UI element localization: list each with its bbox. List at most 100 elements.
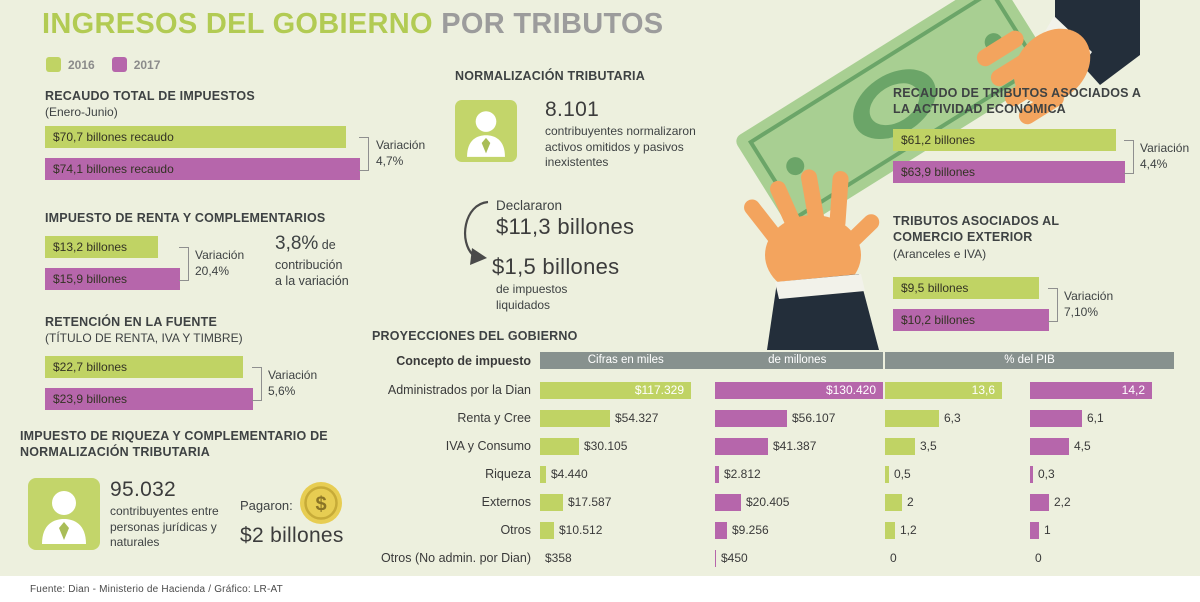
- value-label: $54.327: [615, 410, 659, 425]
- value-label: 1: [1044, 522, 1051, 537]
- row-label: Renta y Cree: [457, 411, 531, 425]
- page-title-green: INGRESOS DEL GOBIERNO: [42, 8, 433, 40]
- bar-2017: $15,9 billones: [45, 268, 180, 290]
- value-cell: 0,3: [1030, 465, 1174, 483]
- bar-2016: $13,2 billones: [45, 236, 158, 258]
- variation-label: Variación: [376, 138, 426, 152]
- row-label: Administrados por la Dian: [387, 383, 531, 397]
- row-label: Riqueza: [485, 467, 531, 481]
- normalizacion-description: contribuyentes normalizaron activos omit…: [545, 124, 696, 170]
- table-row: Externos $17.587 $20.405 2 2,2: [372, 488, 1176, 516]
- value-cell: $9.256: [715, 521, 883, 539]
- section-subtitle: (Aranceles e IVA): [893, 247, 987, 261]
- liquidados-value: $1,5 billones: [492, 254, 620, 279]
- value-bar: [1030, 465, 1033, 483]
- value-bar: [715, 465, 719, 483]
- legend-2016-label: 2016: [68, 57, 95, 72]
- value-label: 0,3: [1038, 466, 1055, 481]
- money-hands-illustration: [736, 0, 1140, 350]
- variation-note: Variación 4,4%: [1140, 141, 1189, 172]
- declararon-label: Declararon: [496, 198, 563, 213]
- variation-label: Variación: [1140, 141, 1190, 155]
- variation-value: 5,6%: [268, 383, 296, 398]
- section-title: RECAUDO DE TRIBUTOS ASOCIADOS A LA ACTIV…: [893, 86, 1141, 116]
- section-impuesto-riqueza: IMPUESTO DE RIQUEZA Y COMPLEMENTARIO DE …: [20, 428, 380, 573]
- legend: 2016 2017: [46, 57, 170, 72]
- value-label: 13,6: [971, 382, 995, 397]
- pagaron-value: $2 billones: [240, 524, 344, 547]
- taxpayer-count: 95.032: [110, 478, 177, 501]
- value-label: $20.405: [746, 494, 790, 509]
- variation-note: Variación 5,6%: [268, 368, 317, 399]
- chart-actividad-economica: RECAUDO DE TRIBUTOS ASOCIADOS A LA ACTIV…: [893, 85, 1200, 200]
- value-bar: [885, 493, 902, 511]
- variation-note: Variación 4,7%: [376, 138, 425, 169]
- value-cell: $30.105: [540, 437, 712, 455]
- value-cell: 4,5: [1030, 437, 1174, 455]
- variation-label: Variación: [268, 368, 318, 382]
- bar-2017: $10,2 billones: [893, 309, 1049, 331]
- variation-bracket: [1124, 140, 1134, 174]
- taxpayer-description: contribuyentes entre personas jurídicas …: [110, 504, 219, 550]
- row-label: Otros (No admin. por Dian): [380, 551, 531, 565]
- value-bar: [715, 549, 716, 567]
- value-cell: 3,5: [885, 437, 1029, 455]
- legend-2017-swatch: [111, 57, 127, 72]
- value-cell: 1: [1030, 521, 1174, 539]
- value-label: $450: [721, 550, 748, 565]
- curved-arrow-icon: [452, 196, 496, 279]
- value-label: $130.420: [825, 382, 876, 397]
- variation-value: 4,4%: [1140, 156, 1168, 171]
- value-cell: $2.812: [715, 465, 883, 483]
- value-cell: $20.405: [715, 493, 883, 511]
- taxpayer-person-icon: [28, 478, 100, 555]
- row-label: Externos: [481, 495, 531, 509]
- variation-label: Variación: [195, 248, 245, 262]
- value-cell: $41.387: [715, 437, 883, 455]
- variation-note: Variación 20,4%: [195, 248, 244, 279]
- value-bar: [1030, 437, 1069, 455]
- section-normalizacion: NORMALIZACIÓN TRIBUTARIA 8.101 contribuy…: [455, 68, 715, 318]
- value-cell: 0: [885, 550, 1029, 567]
- value-bar: [1030, 521, 1039, 539]
- cifras-header-part1: Cifras en miles: [587, 354, 664, 366]
- value-bar: [885, 521, 895, 539]
- legend-2017-label: 2017: [133, 57, 161, 72]
- section-title: IMPUESTO DE RENTA Y COMPLEMENTARIOS: [45, 211, 326, 225]
- pib-group-header: % del PIB: [885, 352, 1174, 369]
- page-title-gray: POR TRIBUTOS: [441, 8, 664, 40]
- value-bar: [715, 409, 787, 427]
- contribution-value: 3,8%: [275, 233, 319, 254]
- value-cell: $17.587: [540, 493, 712, 511]
- value-cell: $10.512: [540, 521, 712, 539]
- value-label: $4.440: [551, 466, 588, 481]
- value-cell: 14,2: [1030, 381, 1174, 399]
- value-label: 1,2: [900, 522, 917, 537]
- variation-note: Variación 7,10%: [1064, 289, 1113, 320]
- value-cell: $4.440: [540, 465, 712, 483]
- page-title: INGRESOS DEL GOBIERNO POR TRIBUTOS: [42, 8, 663, 41]
- legend-2016-swatch: [46, 57, 61, 72]
- value-cell: $450: [715, 549, 883, 567]
- row-label: Otros: [500, 523, 531, 537]
- value-label: $2.812: [724, 466, 761, 481]
- table-row: Renta y Cree $54.327 $56.107 6,3 6,1: [372, 404, 1176, 432]
- variation-label: Variación: [1064, 289, 1114, 303]
- chart-impuesto-renta: IMPUESTO DE RENTA Y COMPLEMENTARIOS $13,…: [45, 210, 445, 305]
- concept-header: Concepto de impuesto: [396, 353, 531, 368]
- value-cell: 0,5: [885, 465, 1029, 483]
- value-cell: $117.329: [540, 381, 712, 399]
- value-label: $10.512: [559, 522, 603, 537]
- value-bar: [885, 437, 915, 455]
- value-bar: [715, 521, 727, 539]
- value-label: $30.105: [584, 438, 628, 453]
- value-bar: [540, 465, 546, 483]
- value-bar: [885, 409, 939, 427]
- source-credit: Fuente: Dian - Ministerio de Hacienda / …: [30, 583, 283, 595]
- value-cell: $56.107: [715, 409, 883, 427]
- value-cell: $130.420: [715, 381, 883, 399]
- value-label: 14,2: [1121, 382, 1145, 397]
- value-bar: [540, 437, 579, 455]
- value-bar: [540, 381, 691, 399]
